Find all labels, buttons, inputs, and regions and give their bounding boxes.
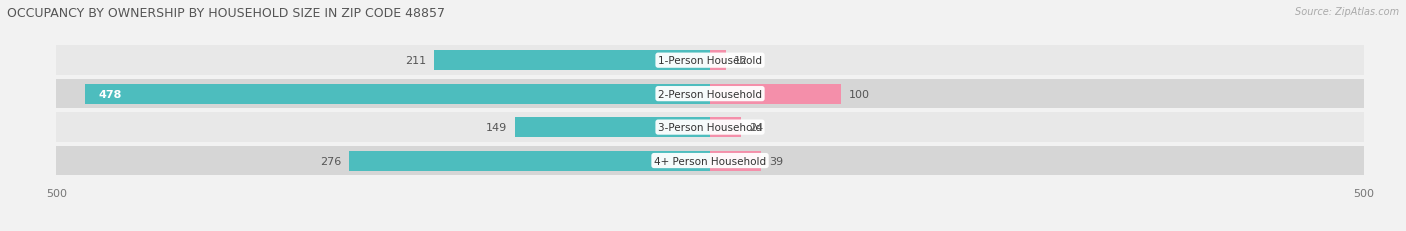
Text: Source: ZipAtlas.com: Source: ZipAtlas.com [1295, 7, 1399, 17]
Text: OCCUPANCY BY OWNERSHIP BY HOUSEHOLD SIZE IN ZIP CODE 48857: OCCUPANCY BY OWNERSHIP BY HOUSEHOLD SIZE… [7, 7, 446, 20]
Bar [56, 79, 1364, 109]
Text: 100: 100 [849, 89, 870, 99]
Text: 149: 149 [486, 123, 508, 133]
Bar [349, 151, 710, 171]
Bar [84, 84, 710, 104]
Bar [710, 84, 841, 104]
Text: 2-Person Household: 2-Person Household [658, 89, 762, 99]
Text: 478: 478 [98, 89, 121, 99]
Bar [56, 46, 1364, 76]
Legend: Owner-occupied, Renter-occupied: Owner-occupied, Renter-occupied [588, 228, 832, 231]
Text: 3-Person Household: 3-Person Household [658, 123, 762, 133]
Bar [710, 151, 761, 171]
Text: 12: 12 [734, 56, 748, 66]
Text: 211: 211 [405, 56, 426, 66]
Text: 24: 24 [749, 123, 763, 133]
Text: 4+ Person Household: 4+ Person Household [654, 156, 766, 166]
Text: 276: 276 [321, 156, 342, 166]
Bar [56, 113, 1364, 142]
Bar [434, 51, 710, 71]
Bar [515, 118, 710, 137]
Bar [56, 146, 1364, 176]
Bar [710, 51, 725, 71]
Text: 39: 39 [769, 156, 783, 166]
Bar [710, 118, 741, 137]
Text: 1-Person Household: 1-Person Household [658, 56, 762, 66]
